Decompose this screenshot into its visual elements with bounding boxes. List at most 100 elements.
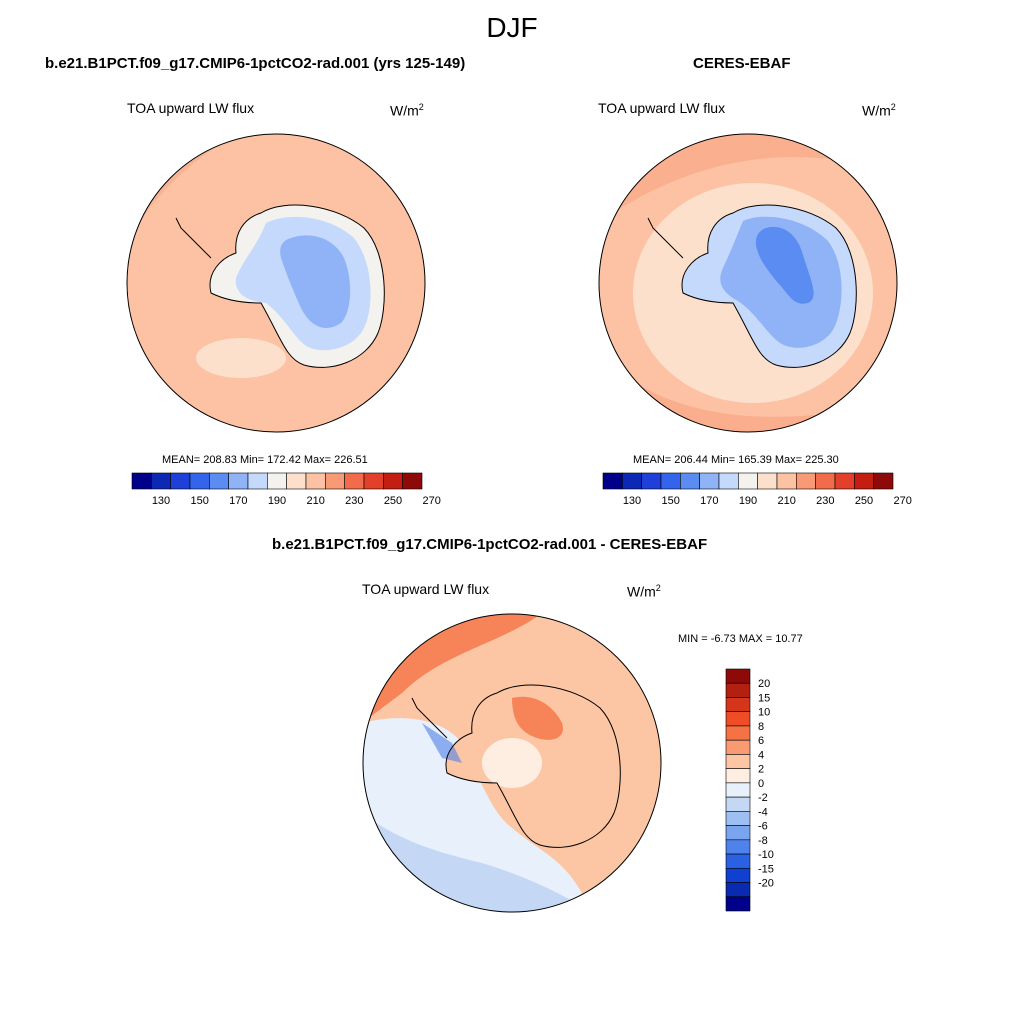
- obs-colorbar-swatch: [776, 472, 797, 490]
- diff-colorbar-tick-label: 2: [758, 764, 764, 776]
- model-stats: MEAN= 208.83 Min= 172.42 Max= 226.51: [162, 454, 368, 466]
- model-units-label: W/m2: [390, 102, 424, 119]
- obs-units-label: W/m2: [862, 102, 896, 119]
- diff-colorbar-swatch: [725, 839, 751, 855]
- diff-colorbar: [725, 668, 751, 912]
- diff-colorbar-swatch: [725, 739, 751, 755]
- diff-colorbar-tick-label: -4: [758, 806, 768, 818]
- model-colorbar-swatch: [209, 472, 229, 490]
- diff-polar-map: [362, 613, 662, 913]
- obs-colorbar-swatch: [757, 472, 778, 490]
- diff-colorbar-tick-label: -15: [758, 863, 774, 875]
- model-colorbar-swatch: [170, 472, 191, 490]
- model-colorbar: [131, 472, 423, 490]
- diff-colorbar-tick-label: 10: [758, 707, 770, 719]
- model-colorbar-swatch: [247, 472, 268, 490]
- diff-colorbar-tick-label: 8: [758, 721, 764, 733]
- diff-colorbar-swatch: [725, 754, 751, 769]
- diff-colorbar-swatch: [725, 682, 751, 698]
- model-colorbar-swatch: [228, 472, 249, 490]
- obs-colorbar-swatch: [602, 472, 623, 490]
- model-colorbar-tick-label: 270: [422, 495, 440, 507]
- model-colorbar-swatch: [189, 472, 210, 490]
- diff-colorbar-swatch: [725, 768, 751, 784]
- obs-colorbar-swatch: [815, 472, 836, 490]
- obs-colorbar-swatch: [796, 472, 816, 490]
- diff-colorbar-swatch: [725, 668, 751, 684]
- obs-colorbar-tick-label: 230: [816, 495, 834, 507]
- model-colorbar-tick-label: 250: [384, 495, 402, 507]
- diff-colorbar-tick-label: -2: [758, 792, 768, 804]
- diff-colorbar-tick-label: 20: [758, 678, 770, 690]
- diff-colorbar-swatch: [725, 697, 751, 713]
- model-colorbar-tick-label: 150: [190, 495, 208, 507]
- diff-colorbar-tick-label: -8: [758, 835, 768, 847]
- diff-units-label: W/m2: [627, 583, 661, 600]
- season-title: DJF: [486, 12, 538, 43]
- diff-colorbar-tick-label: 4: [758, 749, 764, 761]
- obs-colorbar-tick-label: 250: [855, 495, 873, 507]
- diff-colorbar-swatch: [725, 796, 751, 812]
- obs-colorbar-swatch: [834, 472, 855, 490]
- obs-colorbar-tick-label: 150: [661, 495, 679, 507]
- diff-colorbar-tick-label: -6: [758, 821, 768, 833]
- diff-variable-label: TOA upward LW flux: [362, 581, 490, 597]
- obs-colorbar: [602, 472, 894, 490]
- obs-colorbar-tick-label: 270: [893, 495, 911, 507]
- obs-colorbar-swatch: [738, 472, 758, 490]
- diff-colorbar-swatch: [725, 825, 751, 841]
- model-colorbar-swatch: [286, 472, 307, 490]
- model-colorbar-swatch: [151, 472, 171, 490]
- obs-polar-map: [598, 133, 898, 433]
- obs-colorbar-tick-label: 130: [623, 495, 641, 507]
- obs-colorbar-tick-label: 190: [739, 495, 757, 507]
- model-colorbar-tick-label: 130: [152, 495, 170, 507]
- model-colorbar-swatch: [131, 472, 152, 490]
- obs-colorbar-swatch: [854, 472, 874, 490]
- diff-case-title: b.e21.B1PCT.f09_g17.CMIP6-1pctCO2-rad.00…: [272, 536, 708, 553]
- obs-colorbar-swatch: [699, 472, 720, 490]
- diff-colorbar-swatch: [725, 853, 751, 869]
- obs-variable-label: TOA upward LW flux: [598, 100, 726, 116]
- obs-colorbar-tick-label: 170: [700, 495, 718, 507]
- obs-colorbar-swatch: [718, 472, 739, 490]
- model-colorbar-labels: 130 150 170 190 210 230 250 270: [152, 495, 441, 507]
- diff-colorbar-tick-label: 0: [758, 778, 764, 790]
- obs-colorbar-swatch: [641, 472, 662, 490]
- obs-colorbar-swatch: [660, 472, 681, 490]
- model-colorbar-swatch: [363, 472, 384, 490]
- diff-stats: MIN = -6.73 MAX = 10.77: [678, 633, 803, 645]
- model-colorbar-tick-label: 210: [306, 495, 324, 507]
- model-variable-label: TOA upward LW flux: [127, 100, 255, 116]
- diff-colorbar-swatch: [725, 725, 751, 741]
- obs-colorbar-tick-label: 210: [777, 495, 795, 507]
- model-colorbar-tick-label: 170: [229, 495, 247, 507]
- model-colorbar-swatch: [344, 472, 365, 490]
- diff-colorbar-swatch: [725, 867, 751, 883]
- diff-colorbar-tick-label: 6: [758, 735, 764, 747]
- obs-case-title: CERES-EBAF: [693, 55, 791, 72]
- model-colorbar-swatch: [402, 472, 423, 490]
- obs-colorbar-swatch: [680, 472, 700, 490]
- model-colorbar-swatch: [325, 472, 345, 490]
- diff-colorbar-swatch: [725, 882, 751, 898]
- model-colorbar-swatch: [305, 472, 326, 490]
- obs-stats: MEAN= 206.44 Min= 165.39 Max= 225.30: [633, 454, 839, 466]
- diff-colorbar-swatch: [725, 811, 751, 826]
- model-colorbar-swatch: [383, 472, 403, 490]
- model-colorbar-tick-label: 230: [345, 495, 363, 507]
- model-polar-map: [126, 133, 426, 433]
- diff-colorbar-tick-label: -10: [758, 849, 774, 861]
- obs-colorbar-swatch: [873, 472, 894, 490]
- diff-colorbar-swatch: [725, 711, 751, 727]
- diff-colorbar-tick-label: 15: [758, 692, 770, 704]
- diff-colorbar-swatch: [725, 782, 751, 798]
- obs-colorbar-swatch: [622, 472, 642, 490]
- model-colorbar-tick-label: 190: [268, 495, 286, 507]
- model-case-title: b.e21.B1PCT.f09_g17.CMIP6-1pctCO2-rad.00…: [45, 55, 466, 72]
- obs-colorbar-labels: 130 150 170 190 210 230 250 270: [623, 495, 912, 507]
- model-colorbar-swatch: [267, 472, 287, 490]
- diff-colorbar-tick-label: -20: [758, 878, 774, 890]
- diff-colorbar-swatch: [725, 896, 751, 912]
